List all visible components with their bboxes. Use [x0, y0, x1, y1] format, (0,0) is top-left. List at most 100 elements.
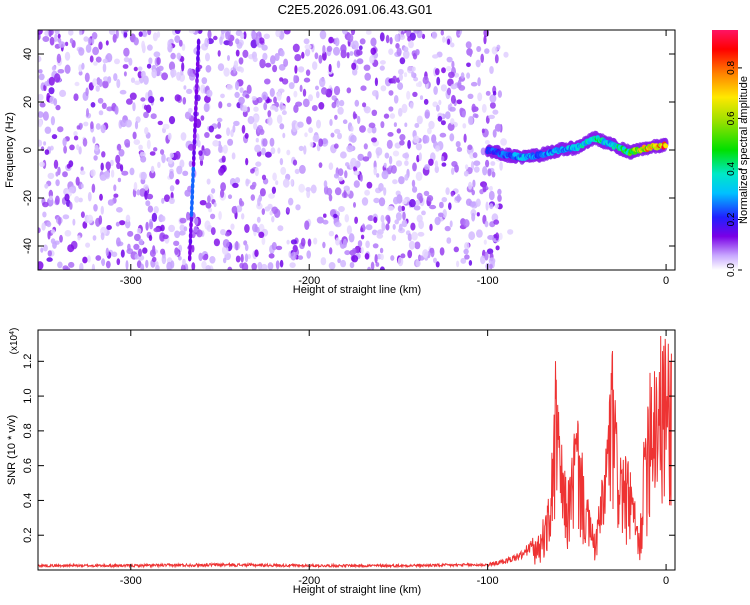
noise-speck — [318, 138, 324, 147]
noise-speck — [55, 195, 60, 205]
noise-speck — [465, 41, 472, 49]
noise-speck — [92, 136, 96, 144]
noise-speck — [134, 233, 141, 242]
noise-speck — [90, 169, 96, 177]
noise-speck — [136, 260, 142, 269]
noise-speck — [279, 123, 285, 130]
streak-mark — [191, 171, 195, 179]
noise-speck — [454, 195, 462, 202]
noise-speck — [282, 178, 290, 188]
noise-speck — [403, 46, 409, 53]
noise-speck — [120, 164, 124, 172]
noise-speck — [51, 229, 56, 234]
noise-speck — [451, 167, 455, 175]
noise-speck — [290, 179, 294, 186]
noise-speck — [488, 114, 495, 120]
noise-speck — [334, 37, 340, 47]
noise-speck — [174, 247, 179, 255]
noise-speck — [415, 82, 421, 87]
noise-speck — [161, 215, 166, 222]
noise-speck — [217, 121, 222, 129]
noise-speck — [210, 227, 216, 236]
noise-speck — [352, 248, 357, 254]
noise-speck — [456, 147, 463, 152]
noise-speck — [220, 189, 225, 198]
noise-speck — [75, 176, 80, 186]
noise-speck — [429, 223, 433, 231]
noise-speck — [277, 225, 284, 232]
noise-speck — [180, 132, 187, 141]
noise-speck — [464, 164, 469, 170]
noise-speck — [39, 102, 46, 108]
noise-speck — [292, 43, 300, 53]
noise-speck — [261, 174, 267, 181]
noise-speck — [379, 65, 385, 71]
noise-speck — [105, 247, 109, 257]
noise-speck — [297, 66, 305, 73]
noise-speck — [218, 167, 225, 176]
noise-speck — [259, 188, 266, 197]
noise-speck — [438, 212, 444, 218]
noise-speck — [105, 260, 111, 269]
noise-speck — [130, 77, 136, 83]
noise-speck — [441, 197, 448, 203]
noise-speck — [385, 34, 390, 44]
bottom-xtick-label: -300 — [120, 575, 142, 587]
noise-speck — [269, 88, 275, 97]
noise-speck — [179, 217, 187, 224]
noise-speck — [250, 194, 255, 201]
noise-speck — [360, 234, 365, 240]
noise-speck — [412, 66, 416, 72]
noise-speck — [380, 253, 384, 261]
noise-speck — [453, 246, 459, 253]
noise-speck — [314, 52, 319, 60]
noise-speck — [144, 127, 149, 135]
noise-speck — [446, 65, 452, 72]
noise-speck — [146, 63, 152, 69]
noise-speck — [442, 209, 447, 218]
noise-speck — [328, 162, 334, 170]
noise-speck — [399, 57, 406, 65]
noise-speck — [398, 223, 403, 231]
noise-speck — [74, 81, 80, 87]
noise-speck — [407, 249, 413, 259]
noise-speck — [235, 81, 239, 91]
noise-speck — [460, 72, 465, 79]
noise-speck — [138, 31, 143, 37]
noise-speck — [146, 193, 154, 200]
noise-speck — [186, 211, 190, 221]
streak-mark — [195, 71, 199, 79]
noise-speck — [303, 77, 311, 83]
noise-speck — [90, 102, 96, 108]
noise-speck — [169, 185, 175, 192]
noise-speck — [401, 199, 408, 205]
noise-speck — [421, 33, 426, 40]
noise-speck — [66, 163, 71, 169]
noise-speck — [391, 234, 397, 242]
noise-speck — [356, 58, 364, 65]
noise-speck — [118, 149, 125, 157]
bottom-xtick-label: 0 — [663, 575, 669, 587]
noise-speck — [312, 61, 318, 70]
noise-speck — [180, 264, 186, 270]
noise-speck — [274, 107, 279, 112]
streak-mark — [190, 199, 194, 207]
noise-speck — [472, 179, 476, 188]
noise-speck — [57, 69, 65, 74]
noise-speck — [337, 106, 344, 115]
colorbar-tick-label: 0.2 — [726, 212, 737, 226]
noise-speck — [43, 141, 47, 146]
noise-speck — [467, 115, 474, 126]
noise-speck — [107, 76, 112, 84]
noise-speck — [224, 231, 231, 237]
noise-speck — [167, 39, 172, 49]
noise-speck — [219, 36, 223, 45]
noise-speck — [346, 225, 352, 235]
noise-speck — [483, 239, 487, 245]
noise-speck — [255, 161, 262, 167]
noise-speck — [38, 30, 43, 35]
noise-speck — [93, 61, 98, 66]
noise-speck — [221, 245, 229, 255]
noise-speck — [262, 138, 268, 147]
noise-speck — [354, 216, 358, 224]
